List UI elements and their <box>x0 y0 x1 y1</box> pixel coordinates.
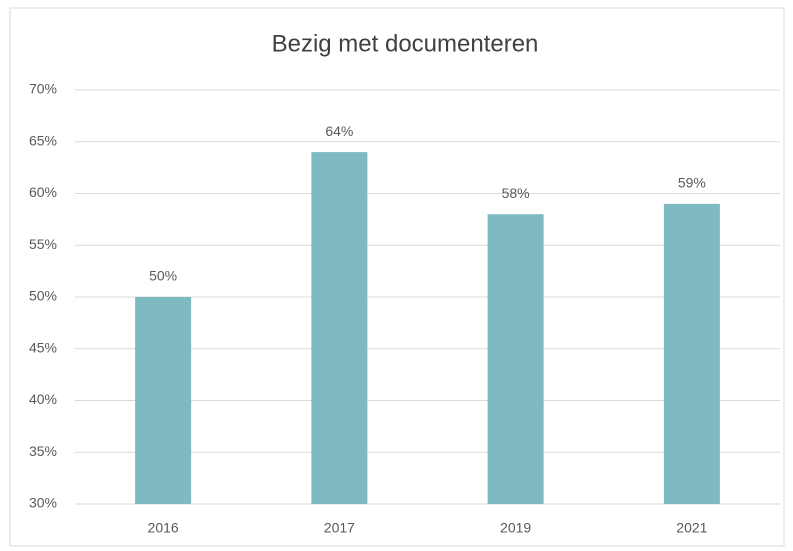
data-label: 64% <box>325 123 353 139</box>
bar <box>135 297 192 504</box>
x-tick-label: 2016 <box>148 520 179 536</box>
y-tick-label: 40% <box>29 391 57 407</box>
x-tick-label: 2019 <box>500 520 531 536</box>
data-label: 50% <box>149 268 177 284</box>
y-tick-label: 30% <box>29 495 57 511</box>
y-tick-label: 50% <box>29 288 57 304</box>
x-tick-label: 2017 <box>324 520 355 536</box>
bar <box>487 214 544 504</box>
y-tick-label: 55% <box>29 236 57 252</box>
chart-title: Bezig met documenteren <box>272 30 539 57</box>
y-tick-label: 60% <box>29 184 57 200</box>
x-tick-label: 2021 <box>676 520 707 536</box>
data-label: 58% <box>502 185 530 201</box>
y-tick-label: 65% <box>29 132 57 148</box>
data-label: 59% <box>678 175 706 191</box>
y-tick-label: 70% <box>29 81 57 97</box>
bar <box>311 152 368 504</box>
y-tick-label: 45% <box>29 339 57 355</box>
y-tick-label: 35% <box>29 443 57 459</box>
bar <box>663 203 720 504</box>
